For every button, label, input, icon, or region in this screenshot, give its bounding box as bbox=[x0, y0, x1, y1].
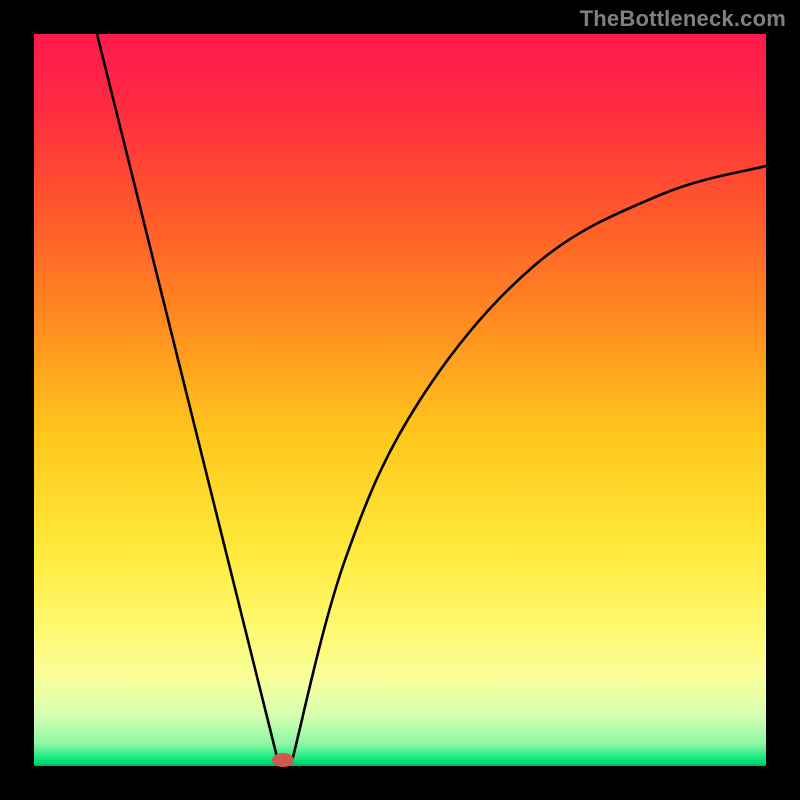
plot-background bbox=[34, 34, 766, 766]
chart-container: TheBottleneck.com bbox=[0, 0, 800, 800]
watermark-text: TheBottleneck.com bbox=[580, 6, 786, 32]
bottleneck-chart bbox=[0, 0, 800, 800]
optimum-marker bbox=[272, 753, 294, 767]
